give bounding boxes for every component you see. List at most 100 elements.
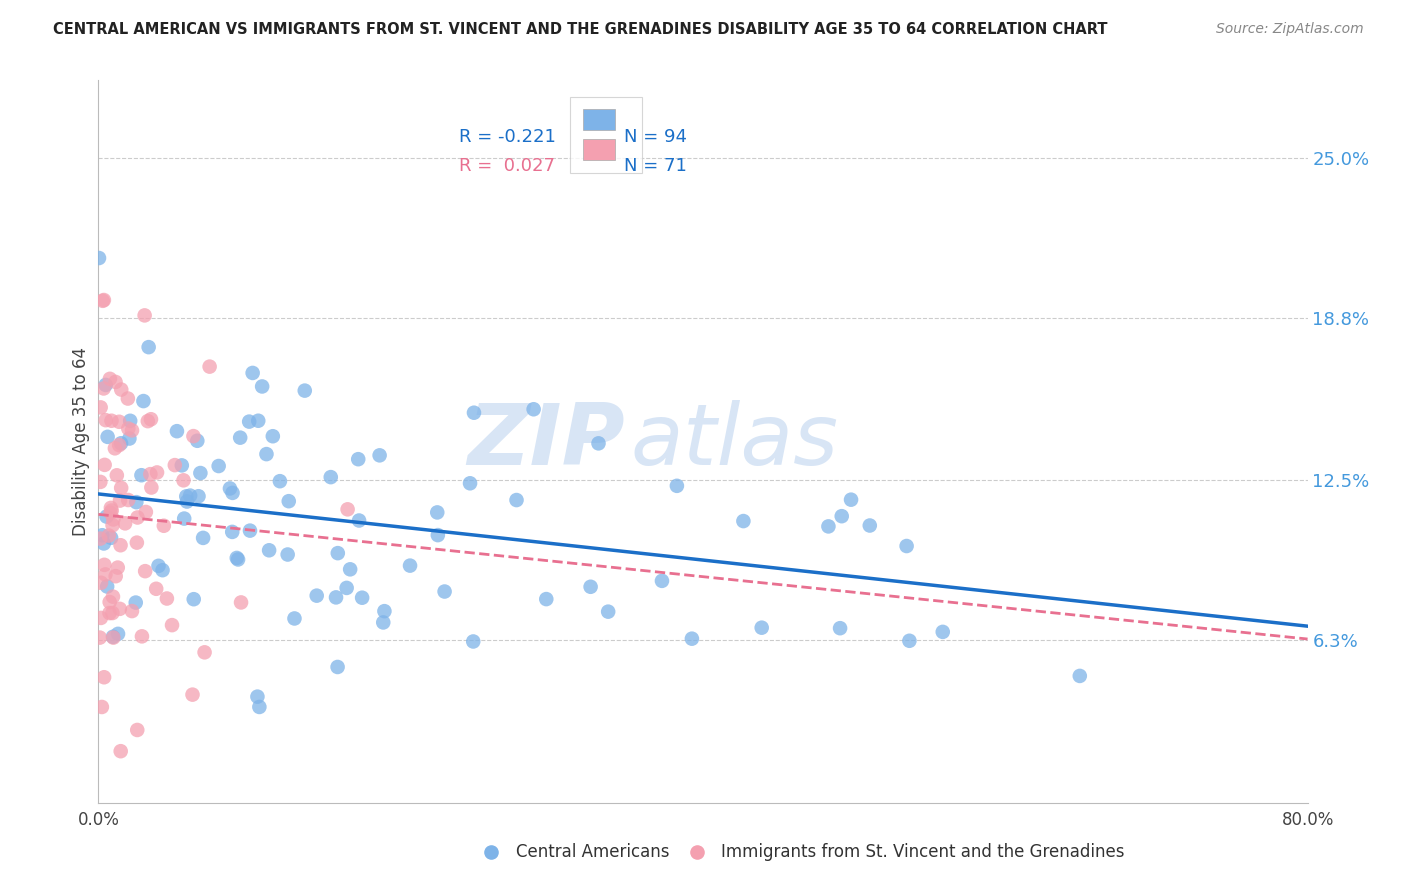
Point xyxy=(104,442,127,456)
Point xyxy=(226,552,249,566)
Point xyxy=(319,470,342,484)
Point xyxy=(101,518,124,533)
Point xyxy=(426,528,449,542)
Text: Central Americans: Central Americans xyxy=(516,843,669,861)
Point xyxy=(90,575,112,590)
Point xyxy=(139,412,162,426)
Point xyxy=(225,550,247,565)
Text: R =  0.027: R = 0.027 xyxy=(458,157,555,175)
Point xyxy=(110,481,132,495)
Point xyxy=(100,500,122,515)
Point xyxy=(257,543,280,558)
Point xyxy=(93,558,115,572)
Point xyxy=(98,606,121,620)
Point xyxy=(131,629,153,643)
Point xyxy=(170,458,193,473)
Point xyxy=(107,560,129,574)
Point xyxy=(110,436,132,450)
Point xyxy=(104,569,127,583)
Point xyxy=(108,493,131,508)
Point xyxy=(110,744,132,758)
Point xyxy=(859,518,882,533)
Point xyxy=(347,452,370,467)
Point xyxy=(96,580,118,594)
Point xyxy=(134,309,156,323)
Point xyxy=(174,489,197,503)
Point xyxy=(352,591,374,605)
Point xyxy=(146,466,169,480)
Point xyxy=(94,413,117,427)
Point xyxy=(536,592,558,607)
Point xyxy=(246,690,269,704)
Point xyxy=(651,574,673,588)
Point xyxy=(152,563,174,577)
Point xyxy=(91,528,114,542)
Text: N = 94: N = 94 xyxy=(624,128,688,145)
Point xyxy=(90,700,112,714)
Point xyxy=(93,670,115,684)
Point xyxy=(181,688,204,702)
Point xyxy=(463,634,485,648)
Point xyxy=(173,511,195,525)
Point xyxy=(94,378,117,392)
Point xyxy=(262,429,284,443)
Point xyxy=(283,611,305,625)
Point xyxy=(817,519,839,533)
Point xyxy=(103,512,125,526)
Text: ZIP: ZIP xyxy=(467,400,624,483)
Point xyxy=(108,415,131,429)
Point xyxy=(751,621,773,635)
Point xyxy=(110,383,132,397)
Point xyxy=(373,604,395,618)
Point xyxy=(339,562,361,576)
Point xyxy=(1327,566,1350,581)
Point xyxy=(932,624,955,639)
Point xyxy=(269,474,291,488)
Point xyxy=(896,539,918,553)
Point xyxy=(90,401,112,415)
Point xyxy=(121,423,143,437)
Point xyxy=(135,505,157,519)
Point xyxy=(101,606,124,620)
Point xyxy=(347,514,370,528)
Point xyxy=(131,468,153,483)
Point xyxy=(98,595,121,609)
Point xyxy=(247,700,270,714)
Point xyxy=(118,432,141,446)
Point xyxy=(898,633,921,648)
Point xyxy=(247,414,270,428)
Point xyxy=(173,473,195,487)
Point xyxy=(117,392,139,406)
Point xyxy=(94,567,117,582)
Point xyxy=(426,505,449,519)
Point xyxy=(145,582,167,596)
Point xyxy=(89,475,111,489)
Point xyxy=(134,564,156,578)
Point xyxy=(336,502,359,516)
Point xyxy=(139,467,162,482)
Point xyxy=(208,458,231,473)
Point xyxy=(104,375,127,389)
Point xyxy=(588,436,610,450)
Point xyxy=(187,489,209,503)
Point xyxy=(221,524,243,539)
Point xyxy=(326,546,349,560)
Point xyxy=(579,580,602,594)
Text: R = -0.221: R = -0.221 xyxy=(458,128,555,145)
Point xyxy=(176,494,198,508)
Point xyxy=(336,581,359,595)
Point xyxy=(125,495,148,509)
Point xyxy=(183,429,205,443)
Point xyxy=(368,448,391,462)
Legend: , : , xyxy=(571,96,643,172)
Point xyxy=(127,723,149,737)
Point xyxy=(93,381,115,395)
Point xyxy=(238,415,260,429)
Point xyxy=(163,458,186,472)
Point xyxy=(125,596,148,610)
Point xyxy=(221,486,243,500)
Point xyxy=(121,604,143,618)
Point xyxy=(229,595,252,609)
Point xyxy=(93,293,115,307)
Point xyxy=(733,514,755,528)
